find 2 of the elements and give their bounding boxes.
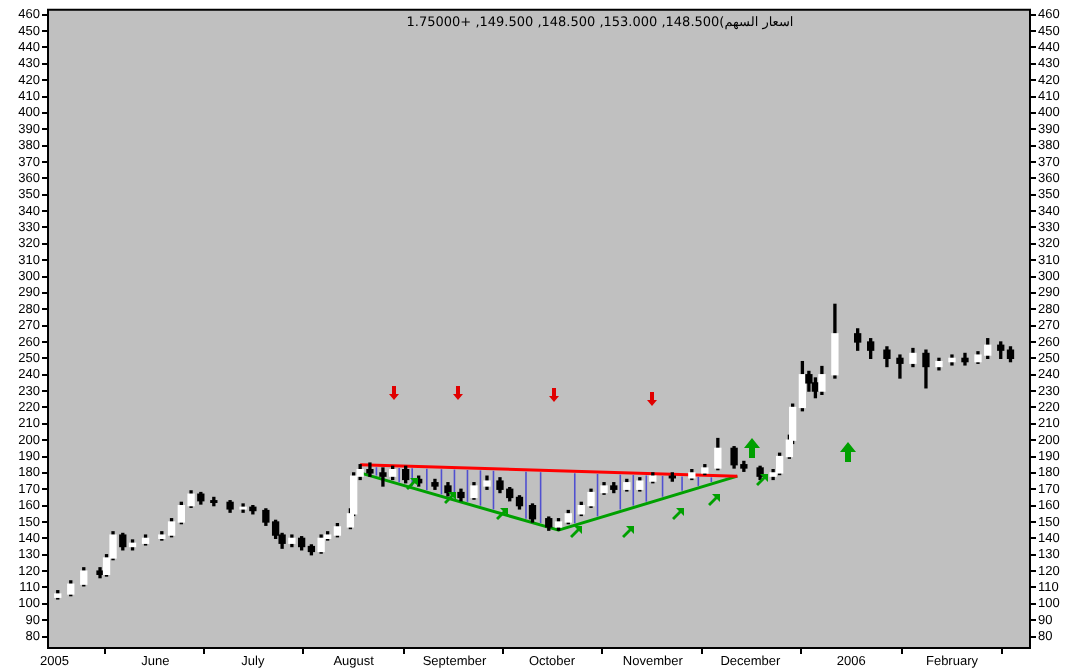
candlestick <box>379 467 387 487</box>
candlestick <box>896 354 904 379</box>
